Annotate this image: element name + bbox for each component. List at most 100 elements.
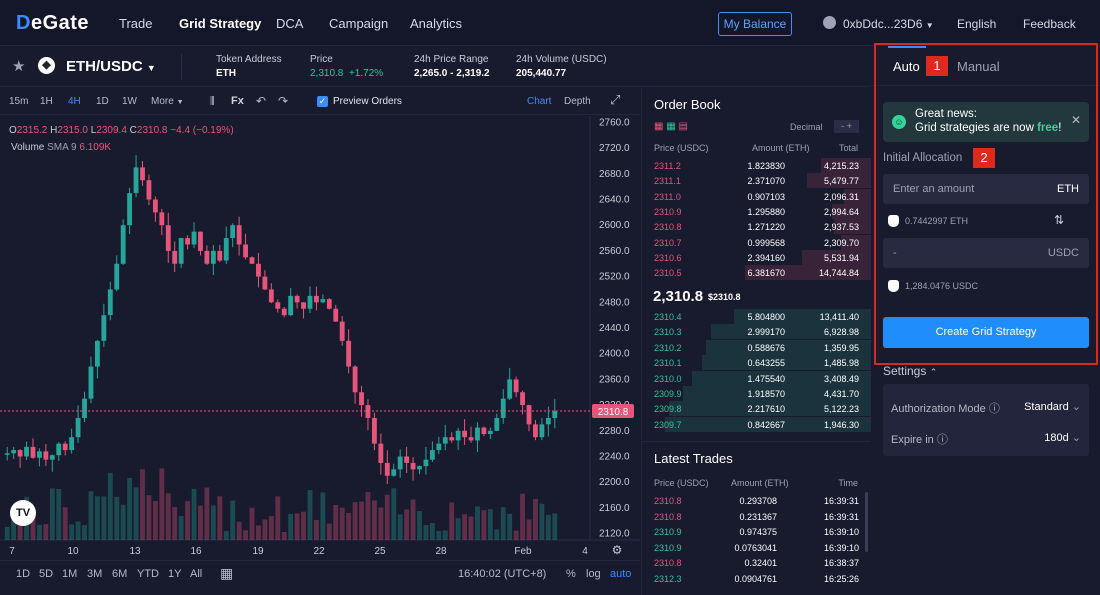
interval-4h[interactable]: 4H bbox=[68, 96, 81, 107]
auto-toggle[interactable]: auto bbox=[610, 568, 632, 580]
bid-row[interactable]: 2310.3 2.999170 6,928.98 bbox=[642, 324, 871, 340]
volume-bar bbox=[107, 472, 113, 540]
ask-row[interactable]: 2310.5 6.381670 14,744.84 bbox=[642, 265, 871, 281]
range-3m[interactable]: 3M bbox=[87, 568, 103, 580]
candle-body bbox=[352, 366, 358, 393]
view-bids-icon[interactable]: ▦ bbox=[666, 121, 676, 132]
ask-price: 2310.5 bbox=[654, 268, 682, 279]
trade-amount: 0.231367 bbox=[739, 511, 777, 522]
close-icon[interactable]: ✕ bbox=[1070, 113, 1081, 127]
range-ytd[interactable]: YTD bbox=[137, 568, 159, 580]
log-toggle[interactable]: log bbox=[586, 568, 601, 580]
volume-bar bbox=[333, 504, 339, 540]
swap-icon[interactable]: ⇅ bbox=[1054, 213, 1065, 227]
candle-body bbox=[423, 459, 429, 467]
language-selector[interactable]: English bbox=[957, 17, 997, 31]
range-all[interactable]: All bbox=[190, 568, 203, 580]
price-chart[interactable]: O2315.2 H2315.0 L2309.4 C2310.8 −4.4 (−0… bbox=[0, 116, 640, 560]
tab-auto[interactable]: Auto bbox=[893, 59, 920, 74]
interval-15m[interactable]: 15m bbox=[9, 96, 29, 107]
redo-icon[interactable]: ↷ bbox=[278, 94, 289, 108]
favorite-star-icon[interactable]: ★ bbox=[12, 58, 26, 75]
nav-campaign[interactable]: Campaign bbox=[329, 16, 389, 31]
volume-bar bbox=[133, 487, 139, 540]
tab-manual[interactable]: Manual bbox=[957, 59, 1000, 74]
nav-grid-strategy[interactable]: Grid Strategy bbox=[179, 16, 262, 31]
candle-body bbox=[507, 379, 513, 399]
bid-row[interactable]: 2309.8 2.217610 5,122.23 bbox=[642, 401, 871, 417]
ask-row[interactable]: 2311.0 0.907103 2,096.31 bbox=[642, 188, 871, 204]
calendar-icon[interactable]: ▦ bbox=[220, 565, 234, 581]
ask-row[interactable]: 2311.2 1.823830 4,215.23 bbox=[642, 158, 871, 173]
candle-body bbox=[172, 250, 178, 264]
decimal-stepper[interactable]: - + bbox=[834, 120, 859, 133]
ask-row[interactable]: 2310.9 1.295880 2,994.64 bbox=[642, 203, 871, 219]
ask-row[interactable]: 2310.8 1.271220 2,937.53 bbox=[642, 219, 871, 235]
bid-row[interactable]: 2310.2 0.588676 1,359.95 bbox=[642, 339, 871, 355]
ask-row[interactable]: 2310.7 0.999568 2,309.70 bbox=[642, 234, 871, 250]
candle-body bbox=[294, 295, 300, 303]
authorization-mode-select[interactable]: Standard ⌄ bbox=[1024, 401, 1081, 413]
nav-dca[interactable]: DCA bbox=[276, 16, 304, 31]
wallet-address-dropdown[interactable]: 0xbDdc...23D6 ▼ bbox=[843, 17, 934, 31]
bid-total: 3,408.49 bbox=[823, 373, 859, 384]
range-5d[interactable]: 5D bbox=[39, 568, 54, 580]
create-grid-strategy-button[interactable]: Create Grid Strategy bbox=[883, 317, 1089, 348]
range-1y[interactable]: 1Y bbox=[168, 568, 182, 580]
view-both-icon[interactable]: ▦ bbox=[654, 121, 664, 132]
bid-row[interactable]: 2310.4 5.804800 13,411.40 bbox=[642, 309, 871, 324]
eth-amount-input[interactable]: Enter an amount ETH bbox=[883, 174, 1089, 204]
my-balance-button[interactable]: My Balance bbox=[718, 12, 792, 36]
candle-type-icon[interactable]: ⫼ bbox=[210, 96, 215, 107]
chart-settings-icon[interactable]: ⚙ bbox=[612, 543, 623, 557]
volume-bar bbox=[230, 500, 236, 540]
banner-line2: Grid strategies are now free! bbox=[915, 122, 1062, 134]
nav-analytics[interactable]: Analytics bbox=[410, 16, 463, 31]
range-6m[interactable]: 6M bbox=[112, 568, 128, 580]
feedback-link[interactable]: Feedback bbox=[1023, 17, 1076, 31]
x-tick-label: 22 bbox=[313, 546, 325, 557]
nav-trade[interactable]: Trade bbox=[119, 16, 153, 31]
candle-body bbox=[191, 231, 197, 245]
candle-body bbox=[500, 398, 506, 418]
tradingview-logo-icon[interactable]: TV bbox=[10, 500, 36, 526]
candle-body bbox=[288, 295, 294, 316]
bid-row[interactable]: 2310.0 1.475540 3,408.49 bbox=[642, 370, 871, 386]
indicators-button[interactable]: Fx bbox=[231, 95, 244, 107]
interval-1d[interactable]: 1D bbox=[96, 96, 109, 107]
percent-toggle[interactable]: % bbox=[566, 568, 576, 580]
bid-row[interactable]: 2310.1 0.643255 1,485.98 bbox=[642, 355, 871, 371]
volume-bar bbox=[410, 499, 416, 540]
interval-1h[interactable]: 1H bbox=[40, 96, 53, 107]
more-intervals-dropdown[interactable]: More ▼ bbox=[151, 96, 184, 107]
pair-selector[interactable]: ETH/USDC ▼ bbox=[66, 58, 156, 75]
depth-view-tab[interactable]: Depth bbox=[564, 96, 591, 107]
bid-row[interactable]: 2309.9 1.918570 4,431.70 bbox=[642, 386, 871, 401]
trade-amount: 0.0904761 bbox=[734, 573, 777, 584]
fullscreen-icon[interactable]: ⤢ bbox=[610, 92, 621, 107]
candle-body bbox=[410, 462, 416, 470]
volume-bar bbox=[500, 507, 506, 540]
settings-toggle[interactable]: Settings ⌃ bbox=[883, 364, 938, 378]
ohlc-legend: O2315.2 H2315.0 L2309.4 C2310.8 −4.4 (−0… bbox=[9, 125, 234, 136]
col-price: Price (USDC) bbox=[654, 143, 709, 153]
view-asks-icon[interactable]: ▤ bbox=[678, 121, 688, 132]
scrollbar[interactable] bbox=[865, 492, 868, 552]
range-1d[interactable]: 1D bbox=[16, 568, 31, 580]
candle-body bbox=[526, 405, 532, 425]
ask-row[interactable]: 2311.1 2.371070 5,479.77 bbox=[642, 173, 871, 189]
volume-bar bbox=[371, 500, 377, 540]
bid-row[interactable]: 2309.7 0.842667 1,946.30 bbox=[642, 416, 871, 432]
chart-view-tab[interactable]: Chart bbox=[527, 96, 552, 107]
volume-bar bbox=[210, 505, 216, 540]
interval-1w[interactable]: 1W bbox=[122, 96, 137, 107]
depth-bar bbox=[806, 173, 871, 189]
range-1m[interactable]: 1M bbox=[62, 568, 78, 580]
expire-select[interactable]: 180d ⌄ bbox=[1044, 432, 1081, 444]
ask-row[interactable]: 2310.6 2.394160 5,531.94 bbox=[642, 249, 871, 265]
undo-icon[interactable]: ↶ bbox=[256, 94, 267, 108]
degate-logo[interactable]: DeGate bbox=[16, 12, 90, 34]
preview-orders-checkbox[interactable]: ✓ bbox=[317, 96, 328, 107]
volume-bar bbox=[94, 496, 100, 540]
usdc-amount-input[interactable]: - USDC bbox=[883, 238, 1089, 268]
